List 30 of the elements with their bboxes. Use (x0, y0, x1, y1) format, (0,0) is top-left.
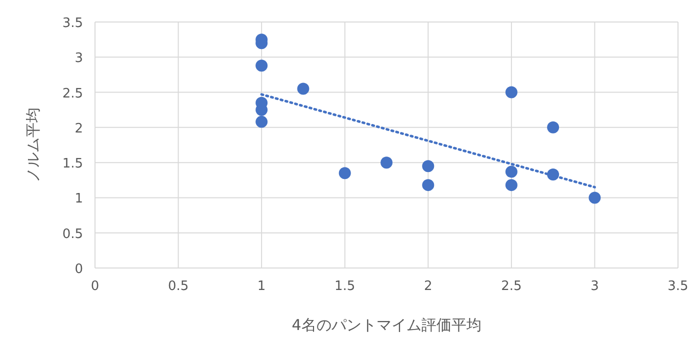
point (256, 116, 268, 128)
point (505, 86, 518, 98)
point (380, 156, 392, 169)
point (256, 60, 268, 72)
x-tick-label: 2.5 (501, 279, 522, 294)
y-tick-label: 3 (74, 51, 83, 66)
x-tick-label: 0.5 (168, 279, 189, 294)
x-tick-label: 1.5 (334, 279, 356, 294)
x-axis-title: 4名のパントマイム評価平均 (292, 316, 482, 334)
point (422, 179, 434, 192)
point (505, 179, 518, 192)
y-tick-label: 2.5 (62, 86, 83, 102)
x-tick-label: 3.5 (668, 279, 688, 294)
y-tick-label: 2 (74, 121, 83, 136)
y-tick-label: 1 (74, 192, 83, 207)
x-tick-label: 1 (257, 279, 266, 294)
x-tick-label: 0 (90, 279, 100, 294)
point (422, 160, 434, 172)
x-tick-label: 2 (424, 279, 432, 294)
point (505, 166, 518, 178)
point (338, 167, 351, 180)
y-tick-label: 0.5 (62, 226, 83, 242)
y-tick-label: 0 (74, 262, 83, 277)
x-tick-label: 3 (590, 279, 599, 294)
y-tick-label: 3.5 (62, 16, 83, 31)
point (547, 121, 560, 134)
y-axis-title: ノルム平均 (24, 108, 42, 182)
point (588, 192, 601, 204)
y-tick-label: 1.5 (62, 156, 83, 172)
point (297, 82, 310, 95)
